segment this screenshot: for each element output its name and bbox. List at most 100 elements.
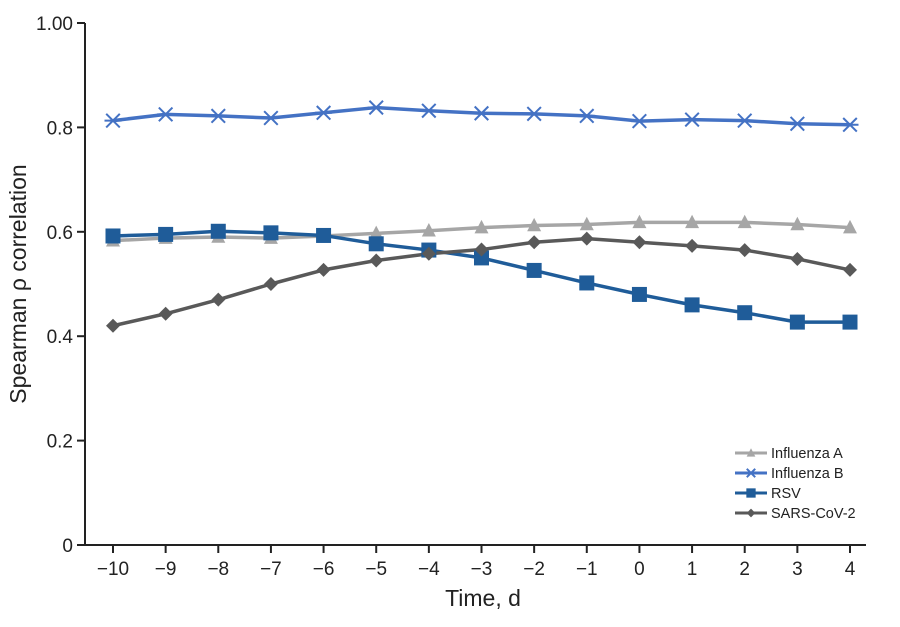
legend-label: Influenza A	[771, 446, 843, 462]
x-ticks: −10 −9 −8 −7 −6 −5 −4 −3 −2 −1 0 1 2 3 4	[97, 545, 856, 580]
y-axis-label: Spearman ρ correlation	[5, 164, 31, 403]
series-markers	[104, 100, 859, 333]
data-point-rsv	[842, 314, 858, 330]
data-point-influenza-a	[369, 225, 384, 240]
data-point-influenza-a	[843, 219, 857, 234]
y-tick-label: 0.6	[47, 223, 73, 244]
y-tick-label: 0.8	[47, 118, 73, 139]
data-point-influenza-a	[579, 216, 594, 231]
data-point-influenza-b	[315, 105, 333, 121]
data-point-sars-cov-2	[527, 235, 542, 250]
data-point-rsv	[526, 262, 542, 278]
data-point-influenza-b	[841, 117, 859, 133]
data-point-influenza-b	[473, 105, 490, 121]
x-tick-label: 2	[739, 559, 750, 580]
data-point-rsv	[684, 297, 700, 313]
data-point-influenza-b	[367, 100, 385, 116]
y-tick-label: 0.2	[47, 432, 73, 453]
data-point-sars-cov-2	[106, 318, 120, 333]
data-point-influenza-a	[421, 223, 436, 237]
data-point-sars-cov-2	[685, 238, 700, 253]
data-point-influenza-b	[736, 113, 754, 129]
data-point-rsv	[158, 226, 174, 242]
series-lines	[112, 105, 851, 328]
data-point-sars-cov-2	[737, 243, 752, 258]
data-point-rsv	[789, 314, 805, 330]
y-ticks: 0 0.2 0.4 0.6 0.8 1.00	[36, 14, 85, 557]
y-tick-label: 1.00	[36, 14, 73, 35]
data-point-influenza-a	[527, 217, 542, 232]
series-points-influenza-b	[104, 100, 859, 133]
series-points-sars-cov-2	[106, 231, 857, 333]
x-tick-label: −6	[313, 559, 335, 580]
data-point-rsv	[631, 286, 647, 302]
x-tick-label: −7	[260, 559, 282, 580]
y-tick-label: 0.4	[47, 327, 74, 348]
legend: Influenza A Influenza B RSV SARS-CoV-2	[735, 446, 856, 522]
legend-swatch-marker	[745, 468, 757, 478]
data-point-rsv	[737, 305, 753, 321]
data-point-influenza-b	[683, 112, 701, 128]
legend-swatch-marker	[746, 448, 756, 457]
x-tick-label: 4	[845, 559, 856, 580]
legend-label: SARS-CoV-2	[771, 506, 856, 522]
x-tick-label: −5	[365, 559, 387, 580]
legend-item-influenza-a: Influenza A	[735, 446, 843, 462]
data-point-sars-cov-2	[211, 292, 226, 307]
data-point-influenza-b	[630, 113, 648, 129]
data-point-influenza-b	[420, 103, 438, 119]
x-tick-label: 3	[792, 559, 803, 580]
data-point-influenza-b	[157, 106, 175, 122]
x-tick-label: 0	[634, 559, 645, 580]
series-points-rsv	[105, 223, 858, 330]
data-point-rsv	[210, 223, 226, 239]
y-tick-label: 0	[62, 536, 73, 557]
data-point-rsv	[368, 236, 384, 252]
x-tick-label: 1	[687, 559, 698, 580]
data-point-rsv	[105, 228, 121, 244]
x-tick-label: −9	[155, 559, 177, 580]
data-point-influenza-a	[632, 214, 647, 229]
legend-item-influenza-b: Influenza B	[735, 466, 844, 482]
data-point-sars-cov-2	[474, 242, 489, 257]
legend-item-rsv: RSV	[735, 486, 801, 502]
x-tick-label: −10	[97, 559, 129, 580]
data-point-rsv	[474, 250, 489, 266]
legend-swatch-marker	[746, 488, 756, 498]
data-point-rsv	[316, 227, 332, 243]
x-tick-label: −4	[418, 559, 440, 580]
data-point-influenza-a	[474, 219, 489, 234]
x-axis-label: Time, d	[445, 585, 521, 611]
axes	[84, 23, 866, 546]
data-point-influenza-a	[737, 214, 752, 229]
legend-swatch-marker	[746, 508, 756, 518]
legend-label: Influenza B	[771, 466, 844, 482]
data-point-influenza-b	[578, 108, 596, 124]
data-point-influenza-b	[525, 106, 543, 122]
data-point-sars-cov-2	[263, 277, 278, 291]
x-tick-label: −1	[576, 559, 598, 580]
data-point-influenza-b	[262, 110, 280, 126]
data-point-influenza-a	[685, 214, 700, 229]
x-tick-label: −2	[523, 559, 545, 580]
data-point-influenza-b	[209, 108, 227, 124]
data-point-rsv	[579, 275, 595, 291]
legend-label: RSV	[771, 486, 801, 502]
data-point-influenza-b	[788, 116, 806, 132]
legend-item-sars-cov-2: SARS-CoV-2	[735, 506, 856, 522]
data-point-sars-cov-2	[632, 235, 647, 250]
data-point-sars-cov-2	[843, 262, 857, 277]
x-tick-label: −3	[471, 559, 493, 580]
data-point-sars-cov-2	[158, 306, 173, 321]
data-point-influenza-a	[790, 216, 805, 231]
data-point-sars-cov-2	[316, 262, 331, 277]
x-tick-label: −8	[207, 559, 229, 580]
data-point-sars-cov-2	[421, 246, 436, 261]
data-point-influenza-b	[104, 113, 122, 129]
data-point-sars-cov-2	[369, 253, 384, 268]
data-point-rsv	[263, 225, 279, 241]
data-point-sars-cov-2	[579, 231, 594, 246]
data-point-sars-cov-2	[790, 251, 805, 266]
